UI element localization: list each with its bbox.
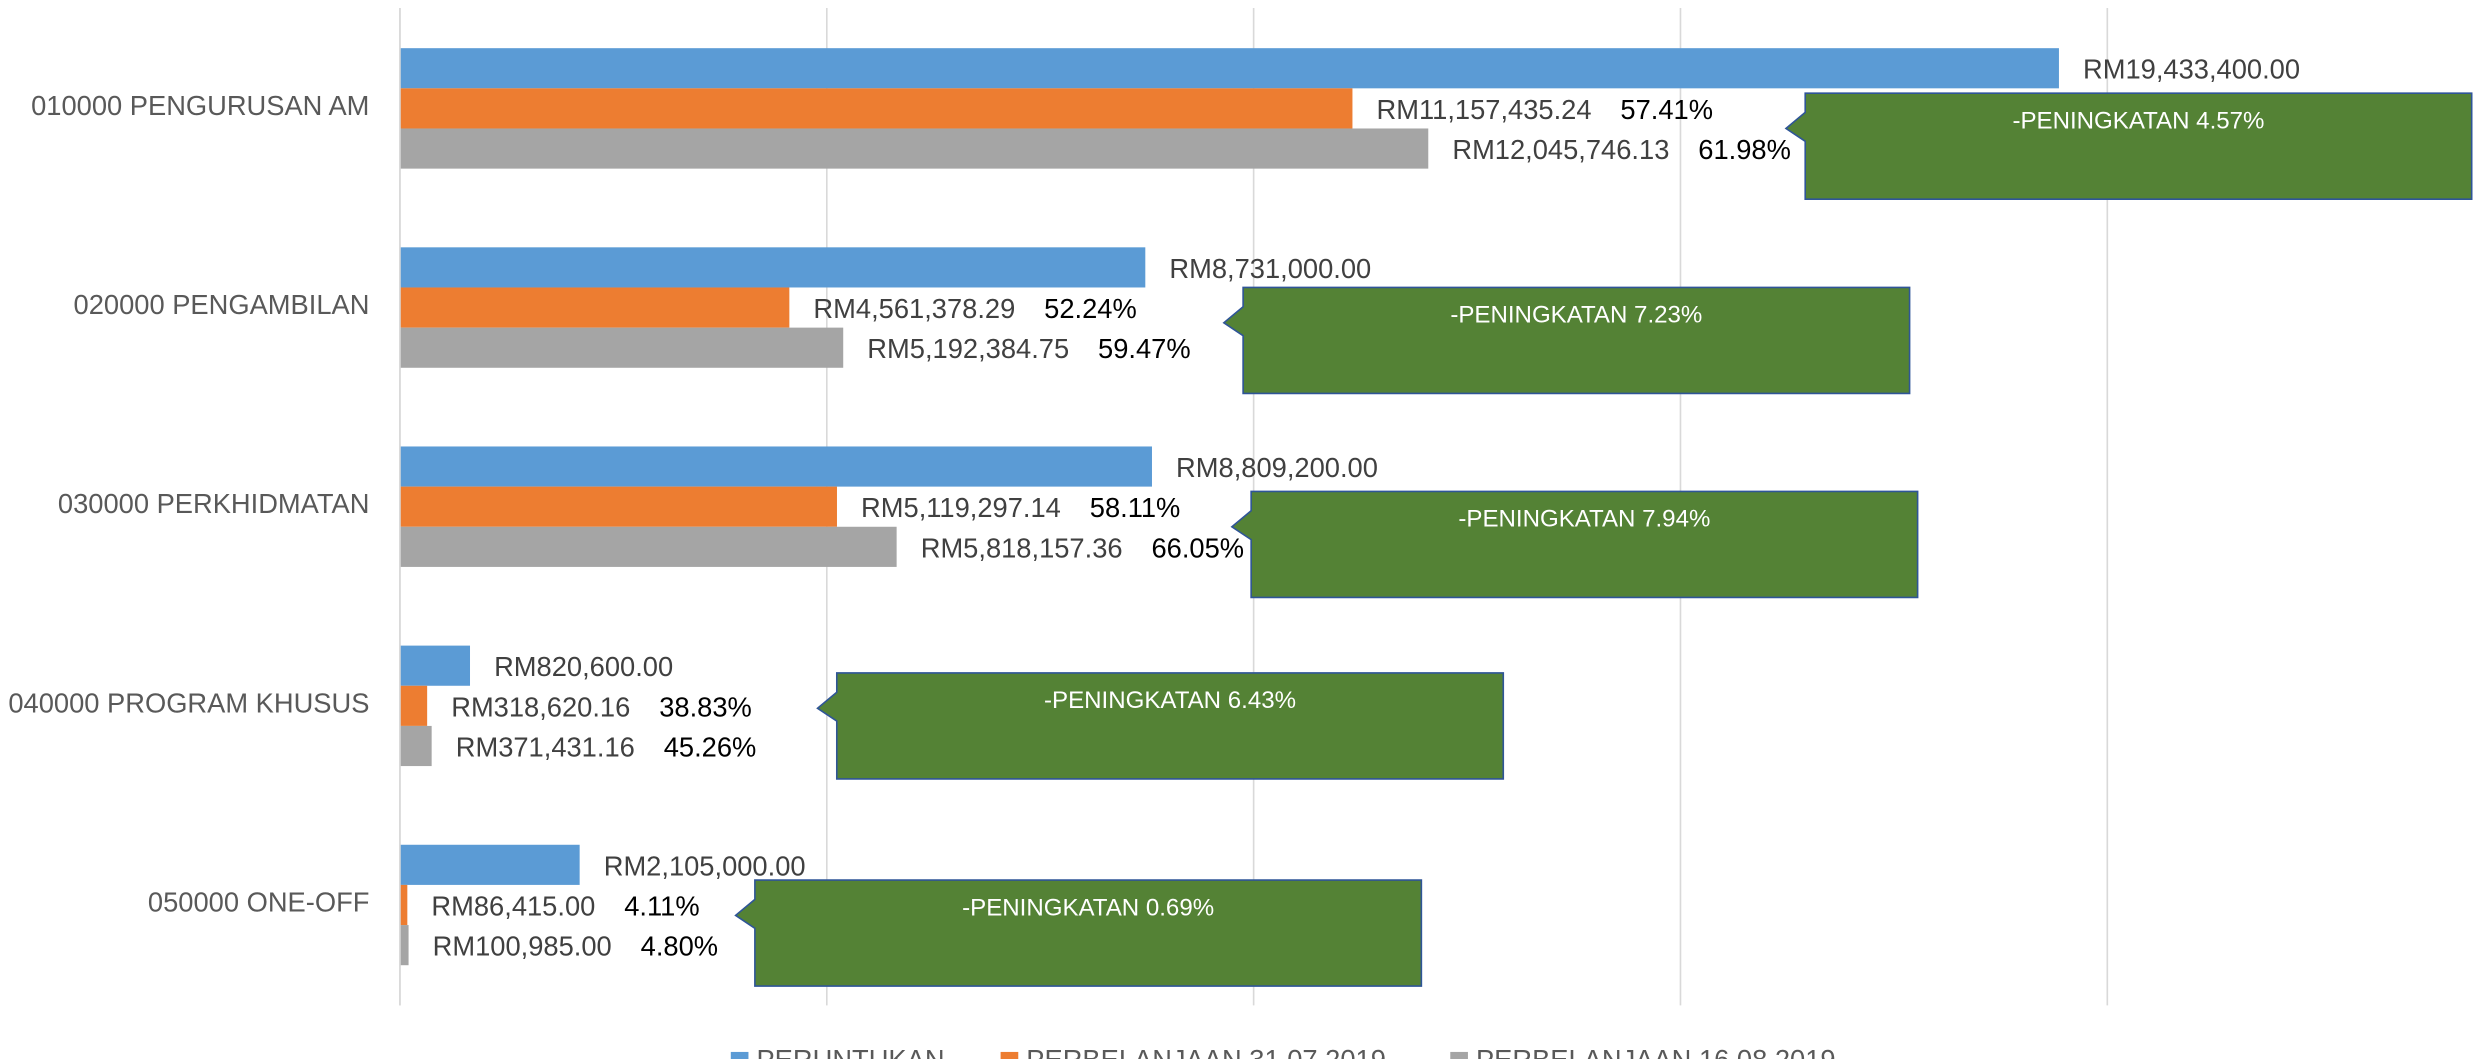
value-label: RM4,561,378.29: [813, 293, 1015, 324]
percent-label: 66.05%: [1151, 532, 1244, 563]
category-label: 050000 ONE-OFF: [148, 886, 370, 917]
bar: [399, 925, 409, 966]
value-label: RM11,157,435.24: [1377, 94, 1592, 125]
category-label: 040000 PROGRAM KHUSUS: [8, 687, 369, 718]
bar: [399, 486, 837, 527]
value-label: RM19,433,400.00: [2083, 54, 2300, 85]
value-label: RM8,731,000.00: [1169, 253, 1371, 284]
bar: [399, 884, 408, 926]
value-label: RM100,985.00: [433, 931, 612, 962]
bar: [399, 48, 2059, 89]
value-label: RM5,119,297.14: [861, 492, 1061, 523]
callout-text: -PENINGKATAN 6.43%: [1044, 687, 1296, 714]
legend-label: PERUNTUKAN: [756, 1044, 944, 1059]
value-label: RM8,809,200.00: [1176, 452, 1378, 483]
value-label: RM820,600.00: [494, 651, 673, 682]
bar: [399, 88, 1353, 129]
value-label: RM371,431.16: [456, 731, 635, 762]
category-label: 030000 PERKHIDMATAN: [58, 488, 370, 519]
percent-label: 61.98%: [1698, 134, 1791, 165]
legend-label: PERBELANJAAN 31.07.2019: [1026, 1044, 1386, 1059]
category-label: 010000 PENGURUSAN AM: [31, 90, 369, 121]
callout-box: [734, 879, 1423, 987]
callout-text: -PENINGKATAN 7.94%: [1458, 506, 1710, 533]
value-label: RM5,818,157.36: [921, 532, 1123, 563]
value-label: RM12,045,746.13: [1452, 134, 1669, 165]
callout-box: [1784, 92, 2473, 200]
bar: [399, 725, 432, 767]
percent-label: 4.11%: [624, 890, 699, 921]
percent-label: 38.83%: [659, 691, 752, 722]
percent-label: 59.47%: [1098, 333, 1191, 364]
callout-box: [1230, 490, 1919, 599]
legend-swatch: [730, 1051, 749, 1059]
callout-text: -PENINGKATAN 7.23%: [1450, 302, 1702, 329]
bar: [399, 327, 844, 368]
value-label: RM2,105,000.00: [604, 850, 806, 881]
percent-label: 57.41%: [1620, 94, 1713, 125]
bar: [399, 128, 1429, 169]
callout-text: -PENINGKATAN 0.69%: [962, 894, 1214, 921]
callout-box: [1222, 286, 1911, 395]
callout-box: [816, 672, 1505, 780]
bar: [399, 287, 790, 328]
bar: [399, 446, 1152, 487]
percent-label: 4.80%: [641, 931, 718, 962]
callout-text: -PENINGKATAN 4.57%: [2012, 107, 2264, 134]
legend-label: PERBELANJAAN 16.08.2019: [1476, 1044, 1836, 1059]
bar: [399, 645, 471, 686]
legend-swatch: [1000, 1051, 1019, 1059]
bar: [399, 844, 580, 885]
category-label: 020000 PENGAMBILAN: [74, 289, 370, 320]
percent-label: 58.11%: [1090, 492, 1181, 523]
bar: [399, 247, 1146, 288]
value-label: RM5,192,384.75: [867, 333, 1069, 364]
percent-label: 52.24%: [1044, 293, 1137, 324]
bar: [399, 685, 428, 726]
legend-swatch: [1450, 1051, 1468, 1059]
value-label: RM318,620.16: [451, 691, 630, 722]
bar: [399, 526, 897, 567]
value-label: RM86,415.00: [431, 890, 595, 921]
percent-label: 45.26%: [664, 731, 757, 762]
